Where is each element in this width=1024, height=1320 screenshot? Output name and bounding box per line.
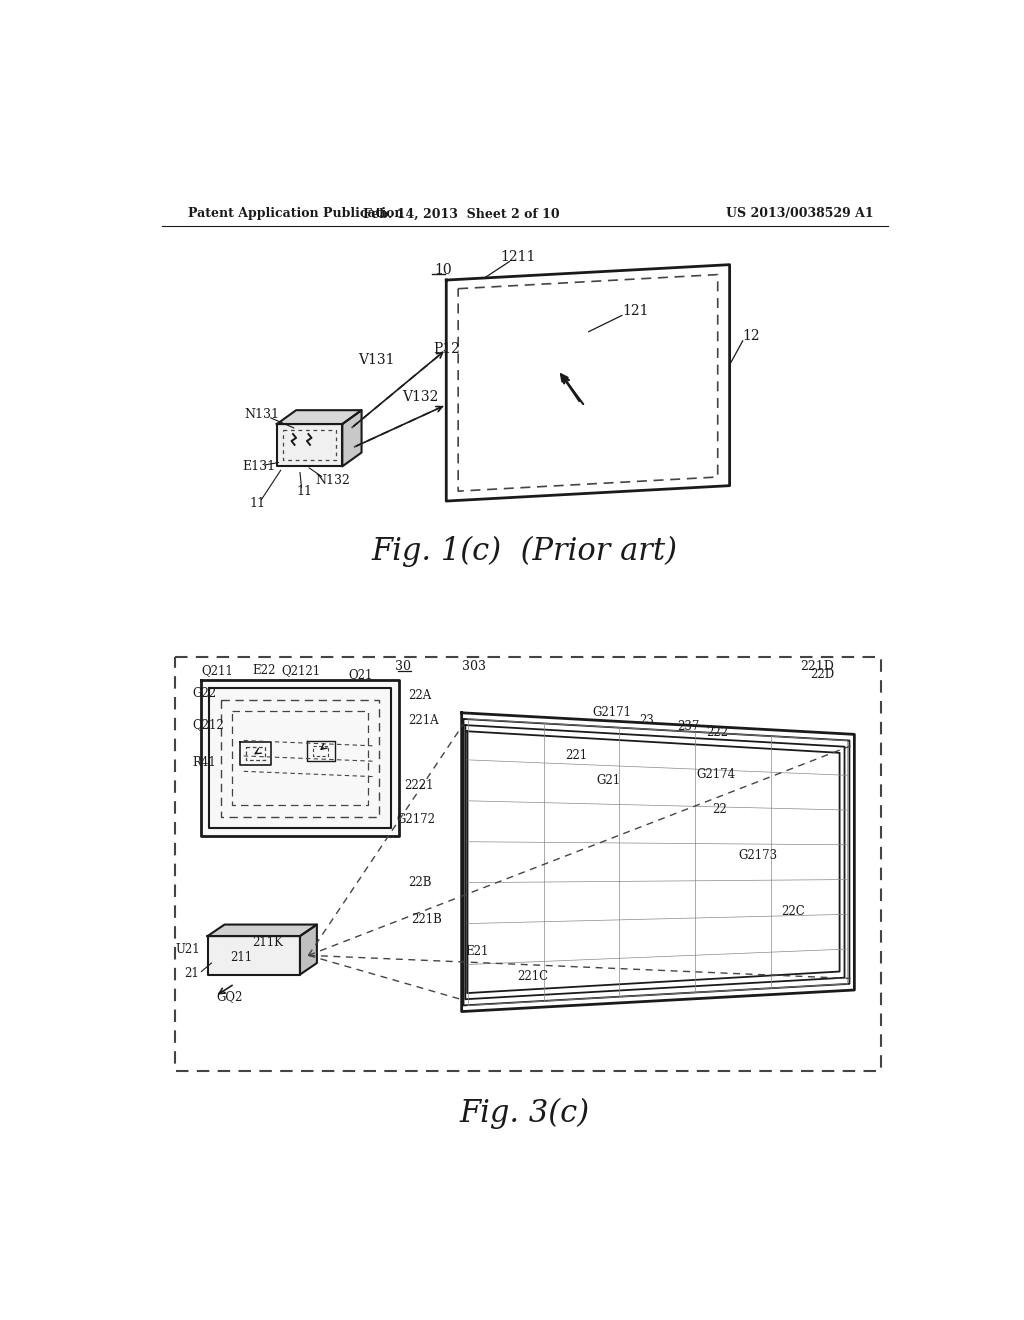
Text: US 2013/0038529 A1: US 2013/0038529 A1	[726, 207, 873, 220]
Text: GQ2: GQ2	[217, 990, 243, 1003]
Text: 21: 21	[184, 966, 200, 979]
Text: 22A: 22A	[408, 689, 431, 702]
Text: 222: 222	[707, 726, 729, 739]
Text: 22: 22	[712, 803, 727, 816]
Text: E21: E21	[466, 945, 488, 958]
Text: Q2121: Q2121	[282, 664, 321, 677]
Text: 221D: 221D	[801, 660, 835, 673]
Text: 237: 237	[677, 721, 699, 733]
Polygon shape	[300, 924, 316, 974]
Text: E131: E131	[243, 459, 275, 473]
Text: 11: 11	[296, 484, 312, 498]
Text: Q21: Q21	[348, 668, 373, 681]
Text: N131: N131	[245, 408, 280, 421]
Text: 11: 11	[250, 496, 266, 510]
Text: 221: 221	[565, 748, 588, 762]
Text: 23: 23	[639, 714, 653, 727]
Polygon shape	[276, 411, 361, 424]
Text: R41: R41	[193, 756, 216, 770]
Polygon shape	[208, 924, 316, 936]
Polygon shape	[208, 936, 300, 974]
Text: Patent Application Publication: Patent Application Publication	[188, 207, 403, 220]
Text: G2171: G2171	[593, 706, 632, 719]
Text: G2173: G2173	[739, 849, 778, 862]
Polygon shape	[446, 264, 730, 502]
Text: 1211: 1211	[500, 249, 536, 264]
Text: Fig. 1(c)  (Prior art): Fig. 1(c) (Prior art)	[372, 536, 678, 566]
Text: 2221: 2221	[403, 779, 433, 792]
Text: G21: G21	[596, 774, 621, 787]
Text: G2172: G2172	[396, 813, 435, 825]
Text: 121: 121	[622, 304, 648, 318]
Text: G22: G22	[193, 686, 216, 700]
Polygon shape	[342, 411, 361, 466]
Polygon shape	[462, 713, 854, 1011]
Polygon shape	[202, 681, 398, 836]
Text: 10: 10	[435, 263, 453, 277]
Text: V132: V132	[402, 391, 438, 404]
Text: Q211: Q211	[202, 664, 233, 677]
Text: Fig. 3(c): Fig. 3(c)	[460, 1098, 590, 1129]
Text: N132: N132	[315, 474, 350, 487]
Text: 221B: 221B	[412, 912, 442, 925]
Text: G2174: G2174	[696, 768, 735, 781]
Text: 221A: 221A	[408, 714, 438, 727]
Text: 22B: 22B	[408, 875, 431, 888]
Text: V131: V131	[357, 354, 394, 367]
Text: 303: 303	[462, 660, 485, 673]
Text: 22C: 22C	[781, 906, 805, 917]
Text: 22D: 22D	[810, 668, 834, 681]
Text: 12: 12	[742, 329, 761, 342]
Text: Q212: Q212	[193, 718, 224, 731]
Text: 221C: 221C	[517, 970, 548, 983]
Text: U21: U21	[175, 944, 200, 957]
Text: E22: E22	[252, 664, 275, 677]
Text: P12: P12	[433, 342, 460, 356]
Polygon shape	[276, 424, 342, 466]
Text: Feb. 14, 2013  Sheet 2 of 10: Feb. 14, 2013 Sheet 2 of 10	[364, 207, 560, 220]
Text: 211K: 211K	[252, 936, 284, 949]
Text: 211: 211	[230, 952, 253, 964]
Text: 30: 30	[395, 660, 412, 673]
